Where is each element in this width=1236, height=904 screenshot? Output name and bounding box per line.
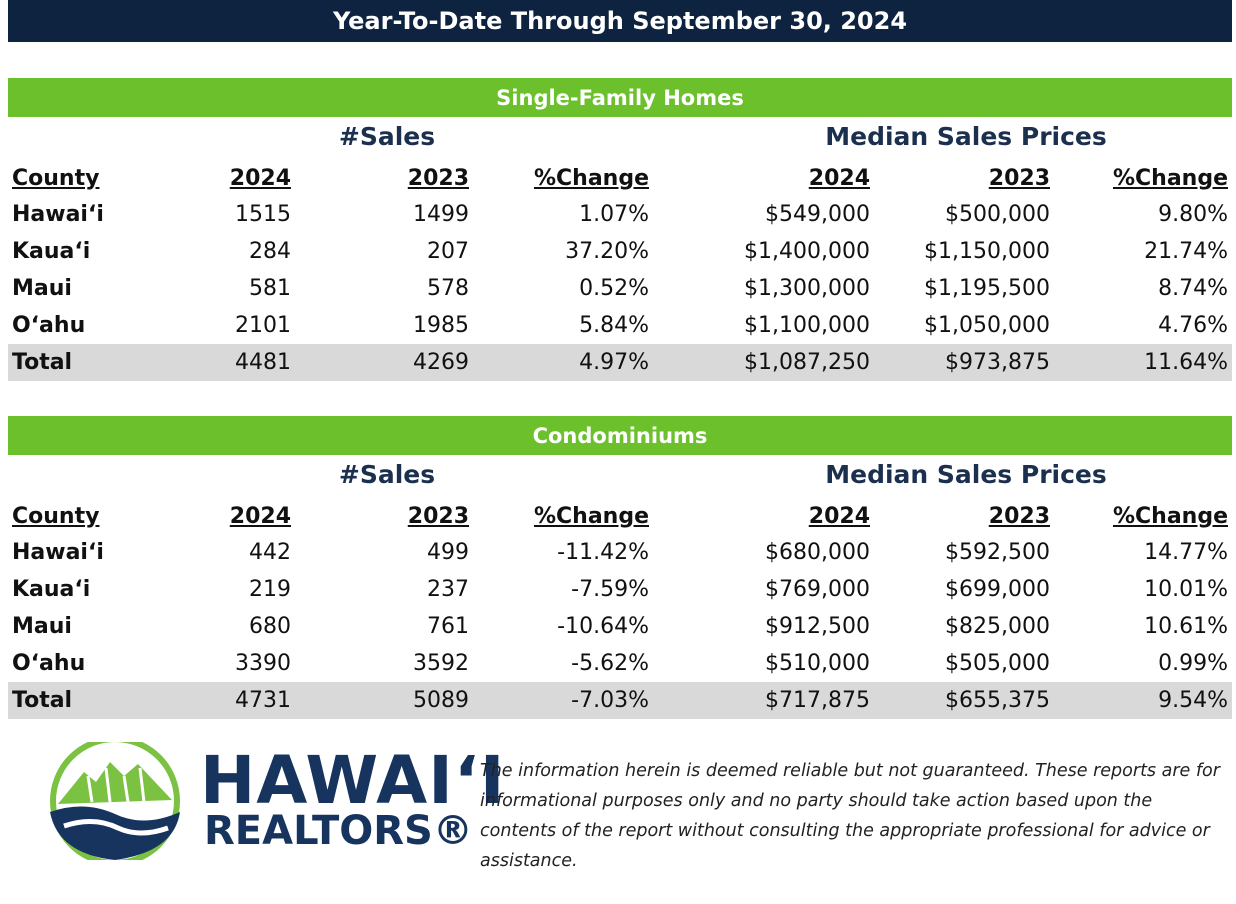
table-cell: 207 xyxy=(427,239,469,264)
column-header: 2023 xyxy=(988,504,1050,529)
disclaimer: The information herein is deemed reliabl… xyxy=(480,761,1220,871)
table-cell: 0.99% xyxy=(1158,651,1228,676)
logo-text: HAWAI‘I xyxy=(200,742,506,819)
table-cell: 8.74% xyxy=(1158,276,1228,301)
table-cell: $1,150,000 xyxy=(924,239,1050,264)
row-label: Total xyxy=(12,350,73,375)
table-cell: 2101 xyxy=(235,313,291,338)
table-cell: 10.61% xyxy=(1144,614,1228,639)
table-cell: 237 xyxy=(427,577,469,602)
table-cell: 0.52% xyxy=(579,276,649,301)
table-cell: 5089 xyxy=(413,688,469,713)
table-cell: 5.84% xyxy=(579,313,649,338)
title-bar: Year-To-Date Through September 30, 2024 xyxy=(8,0,1232,42)
table-cell: $717,875 xyxy=(765,688,870,713)
column-header: 2023 xyxy=(407,166,469,191)
section-bar: Condominiums xyxy=(8,416,1232,455)
column-header: 2023 xyxy=(988,166,1050,191)
table-cell: 4269 xyxy=(413,350,469,375)
table-cell: 3390 xyxy=(235,651,291,676)
table-cell: 4481 xyxy=(235,350,291,375)
row-label: Kaua‘i xyxy=(12,577,91,602)
column-header: 2024 xyxy=(229,504,291,529)
section-bar: Single-Family Homes xyxy=(8,78,1232,117)
table-cell: 1499 xyxy=(413,202,469,227)
column-header: 2023 xyxy=(407,504,469,529)
table-cell: 284 xyxy=(249,239,291,264)
column-header: %Change xyxy=(533,504,649,529)
table-cell: 9.80% xyxy=(1158,202,1228,227)
logo-text: REALTORS® xyxy=(204,808,473,854)
column-header: County xyxy=(12,504,100,529)
table-cell: $973,875 xyxy=(945,350,1050,375)
table-cell: $1,300,000 xyxy=(744,276,870,301)
group-header: #Sales xyxy=(338,122,436,151)
table-cell: 219 xyxy=(249,577,291,602)
table-cell: 21.74% xyxy=(1144,239,1228,264)
table-cell: 4.76% xyxy=(1158,313,1228,338)
column-header: County xyxy=(12,166,100,191)
column-header: %Change xyxy=(1112,504,1228,529)
total-row-bg xyxy=(8,682,1232,719)
total-row-bg xyxy=(8,344,1232,381)
logo-mark xyxy=(50,742,180,860)
row-label: Maui xyxy=(12,276,72,301)
table-cell: -10.64% xyxy=(557,614,649,639)
table-cell: 761 xyxy=(427,614,469,639)
table-cell: $912,500 xyxy=(765,614,870,639)
table-cell: $699,000 xyxy=(945,577,1050,602)
table-cell: $825,000 xyxy=(945,614,1050,639)
table-cell: 578 xyxy=(427,276,469,301)
column-header: 2024 xyxy=(229,166,291,191)
table-cell: $500,000 xyxy=(945,202,1050,227)
table-cell: $510,000 xyxy=(765,651,870,676)
table-cell: 442 xyxy=(249,540,291,565)
table-cell: 4731 xyxy=(235,688,291,713)
table-cell: 1985 xyxy=(413,313,469,338)
column-header: %Change xyxy=(533,166,649,191)
table-cell: -7.59% xyxy=(571,577,649,602)
row-label: Total xyxy=(12,688,73,713)
group-header: #Sales xyxy=(338,460,436,489)
table-cell: 581 xyxy=(249,276,291,301)
table-cell: 3592 xyxy=(413,651,469,676)
table-cell: -7.03% xyxy=(571,688,649,713)
table-cell: 680 xyxy=(249,614,291,639)
row-label: Kaua‘i xyxy=(12,239,91,264)
table-cell: $1,400,000 xyxy=(744,239,870,264)
table-cell: $1,087,250 xyxy=(744,350,870,375)
table-cell: 11.64% xyxy=(1144,350,1228,375)
table-cell: 37.20% xyxy=(565,239,649,264)
table-cell: 9.54% xyxy=(1158,688,1228,713)
table-cell: 1515 xyxy=(235,202,291,227)
row-label: O‘ahu xyxy=(12,313,86,338)
column-header: %Change xyxy=(1112,166,1228,191)
table-cell: 14.77% xyxy=(1144,540,1228,565)
table-cell: 4.97% xyxy=(579,350,649,375)
table-cell: $1,050,000 xyxy=(924,313,1050,338)
column-header: 2024 xyxy=(808,504,870,529)
table-cell: $680,000 xyxy=(765,540,870,565)
column-header: 2024 xyxy=(808,166,870,191)
table-cell: $769,000 xyxy=(765,577,870,602)
table-cell: 10.01% xyxy=(1144,577,1228,602)
table-cell: 499 xyxy=(427,540,469,565)
table-cell: $1,100,000 xyxy=(744,313,870,338)
group-header: Median Sales Prices xyxy=(825,122,1107,151)
table-cell: $592,500 xyxy=(945,540,1050,565)
row-label: Maui xyxy=(12,614,72,639)
table-cell: $655,375 xyxy=(945,688,1050,713)
table-cell: -11.42% xyxy=(557,540,649,565)
table-cell: -5.62% xyxy=(571,651,649,676)
table-cell: $549,000 xyxy=(765,202,870,227)
table-cell: $505,000 xyxy=(945,651,1050,676)
row-label: O‘ahu xyxy=(12,651,86,676)
group-header: Median Sales Prices xyxy=(825,460,1107,489)
table-cell: $1,195,500 xyxy=(924,276,1050,301)
row-label: Hawai‘i xyxy=(12,540,104,565)
row-label: Hawai‘i xyxy=(12,202,104,227)
table-cell: 1.07% xyxy=(579,202,649,227)
